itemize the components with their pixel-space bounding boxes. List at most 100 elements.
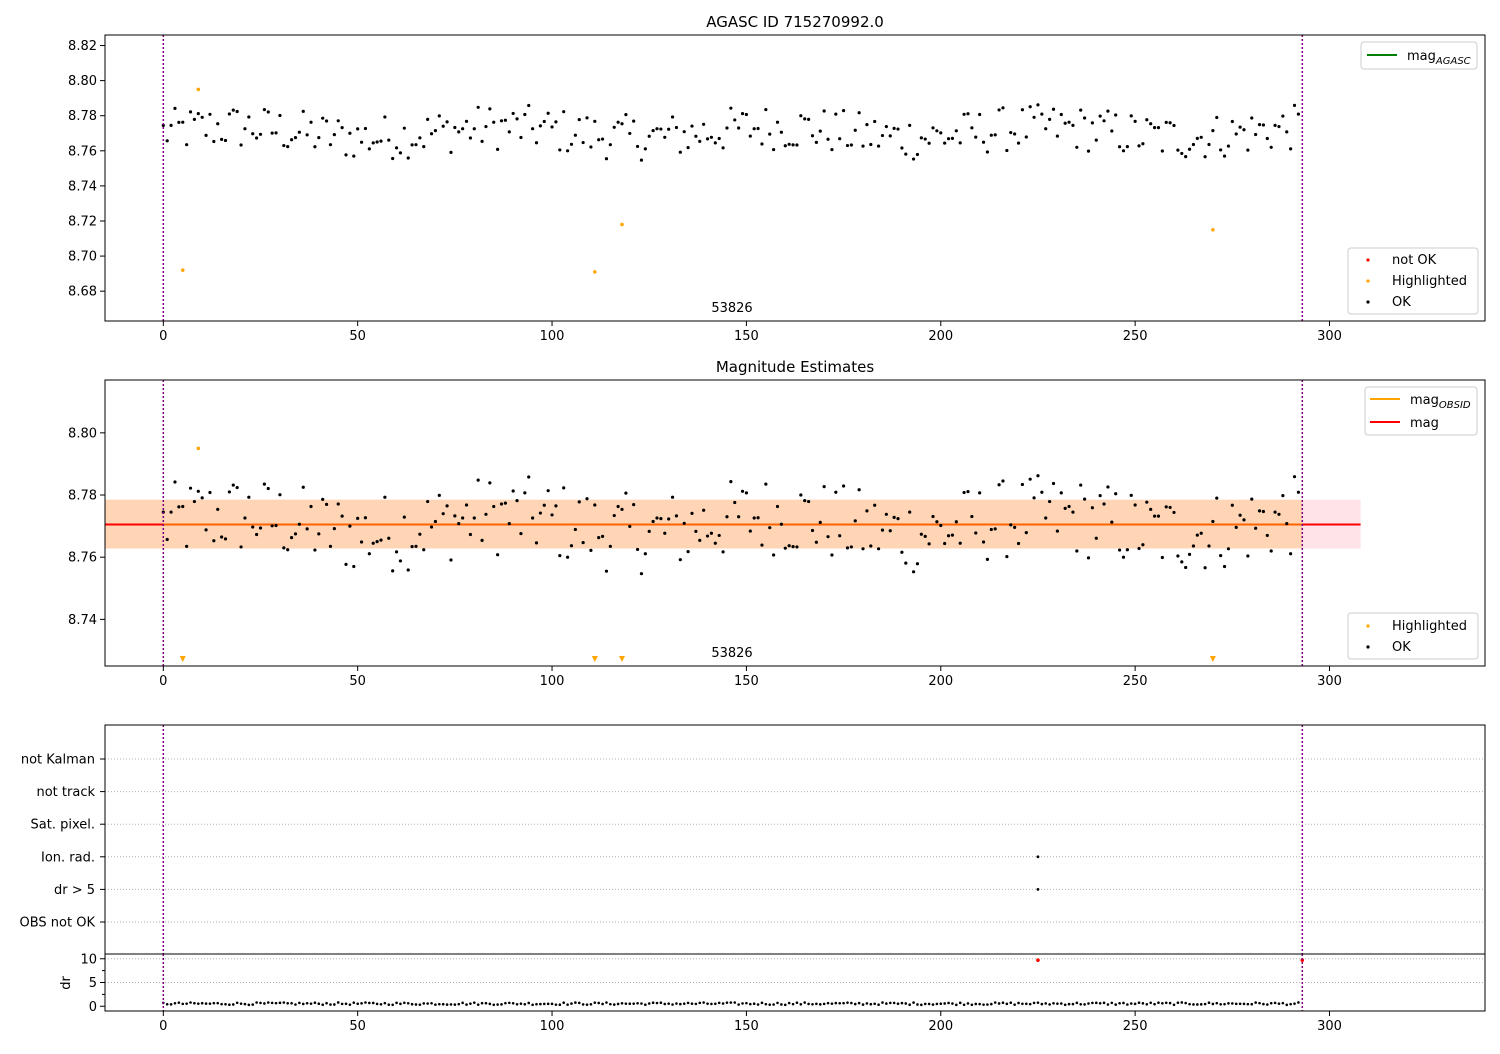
panel-magnitude-points — [161, 446, 1301, 662]
dr-point — [1141, 1002, 1145, 1005]
ok-point — [1203, 566, 1207, 570]
ok-point — [826, 535, 830, 539]
ok-point — [1238, 513, 1242, 517]
ok-point — [880, 133, 885, 138]
ok-point — [752, 127, 756, 131]
dr-point — [620, 1002, 624, 1005]
ok-point — [1013, 525, 1017, 529]
dr-point — [1242, 1002, 1246, 1006]
xtick-label: 50 — [349, 674, 366, 689]
ok-point — [1009, 130, 1013, 135]
ok-point — [1254, 132, 1258, 137]
ok-point — [908, 510, 912, 514]
ok-point — [461, 127, 465, 131]
dr-point — [1180, 1001, 1184, 1004]
ok-point — [359, 140, 364, 144]
ok-point — [188, 110, 193, 114]
ok-point — [904, 561, 908, 565]
ok-point — [954, 520, 958, 524]
ok-point — [255, 532, 259, 537]
ok-point — [1199, 531, 1203, 535]
ytick-label: 8.76 — [68, 551, 97, 566]
dr-point — [542, 1002, 546, 1006]
ok-point — [367, 552, 371, 556]
dr-point — [282, 1001, 286, 1004]
ok-point — [371, 541, 375, 545]
ok-point — [1075, 549, 1079, 553]
dr-point — [189, 1001, 192, 1004]
xtick-label: 100 — [540, 1019, 565, 1034]
ok-point — [418, 532, 422, 536]
ok-point — [604, 157, 609, 161]
dr-point — [1289, 1002, 1292, 1006]
dr-point — [566, 1003, 569, 1006]
ok-point — [1075, 145, 1079, 149]
ok-point — [841, 109, 846, 113]
ok-point — [461, 516, 465, 520]
ok-point — [752, 516, 756, 520]
ok-point — [414, 143, 418, 147]
dr-point — [581, 1003, 585, 1006]
xtick-label: 300 — [1317, 329, 1342, 344]
dr-point — [966, 1002, 970, 1005]
dr-point — [791, 1002, 795, 1006]
dr-point — [698, 1001, 702, 1005]
dr-point — [729, 1001, 733, 1004]
dr-point — [935, 1002, 939, 1006]
ok-point — [690, 124, 694, 128]
ok-point — [744, 491, 749, 495]
dr-point — [1013, 1003, 1016, 1006]
ok-point — [1226, 547, 1231, 551]
ok-point — [931, 514, 935, 519]
dr-point — [834, 1001, 838, 1005]
ok-point — [235, 485, 239, 490]
ok-point — [293, 136, 298, 140]
dr-point — [717, 1001, 721, 1005]
ok-point — [356, 516, 360, 520]
highlighted-point — [180, 268, 185, 272]
ok-point — [449, 558, 453, 562]
dr-point — [469, 1002, 472, 1005]
dr-point — [958, 1001, 962, 1005]
ok-point — [737, 515, 741, 519]
dr-point — [461, 1001, 464, 1005]
ok-point — [181, 504, 185, 509]
ok-point — [433, 129, 438, 133]
ok-point — [1005, 554, 1009, 559]
dr-point — [496, 1003, 499, 1006]
ok-point — [492, 504, 496, 509]
ok-point — [1285, 522, 1289, 526]
ok-point — [834, 490, 838, 494]
ok-point — [398, 559, 403, 563]
dr-point — [741, 1002, 744, 1005]
ok-point — [830, 553, 834, 557]
ok-point — [1191, 544, 1196, 548]
ok-point — [915, 562, 920, 566]
dr-point — [1024, 1002, 1028, 1006]
dr-point — [768, 1003, 772, 1006]
ok-point — [262, 482, 266, 486]
ok-point — [1024, 531, 1028, 535]
dr-point — [869, 1002, 873, 1006]
ok-point — [332, 526, 336, 531]
dr-point — [1083, 1003, 1086, 1006]
ok-point — [865, 509, 869, 513]
dr-point — [1207, 1001, 1211, 1004]
dr-point — [1137, 1001, 1141, 1005]
ok-point — [981, 540, 986, 544]
dr-point — [783, 1003, 787, 1007]
ok-point — [608, 544, 612, 548]
dr-point — [488, 1002, 492, 1006]
ok-point — [363, 126, 368, 131]
ok-point — [1094, 138, 1098, 142]
ok-point — [639, 158, 644, 162]
ok-point — [1051, 107, 1056, 111]
ok-point — [845, 143, 850, 148]
ok-point — [1137, 546, 1141, 551]
ok-point — [1125, 548, 1129, 552]
ok-point — [445, 504, 449, 508]
ok-point — [255, 136, 259, 140]
dr-point — [752, 1002, 756, 1006]
legend-label-ok-2: OK — [1392, 640, 1411, 655]
ok-point — [546, 111, 550, 115]
